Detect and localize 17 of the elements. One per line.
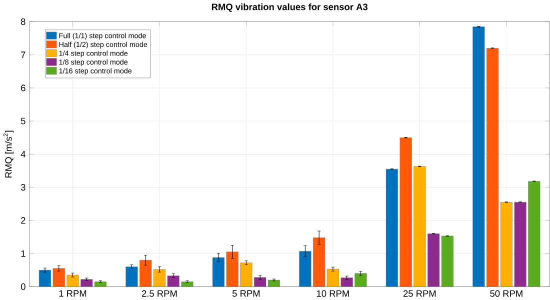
y-tick-label: 5	[20, 118, 26, 124]
x-tick-label: 25 RPM	[403, 290, 436, 297]
x-tick-label: 1 RPM	[59, 290, 86, 297]
x-tick-label: 5 RPM	[232, 290, 260, 297]
y-tick-label: 7	[21, 52, 26, 58]
y-tick-label: 1	[21, 250, 26, 257]
chart-title: RMQ vibration values for sensor A3	[212, 3, 368, 12]
y-axis-title: RMQ [m/s$^{2}$]	[3, 130, 14, 178]
y-tick-label: 3	[20, 184, 26, 190]
x-tick-label: 50 RPM	[490, 290, 522, 297]
x-tick-label: 2.5 RPM	[142, 290, 177, 297]
y-tick-label: 6	[21, 84, 26, 92]
y-tick-label: 4	[20, 150, 26, 158]
y-tick-label: 2	[21, 217, 26, 224]
y-tick-label: 0	[20, 283, 26, 290]
y-tick-label: 8	[21, 18, 26, 25]
x-tick-label: 10 RPM	[316, 290, 349, 297]
